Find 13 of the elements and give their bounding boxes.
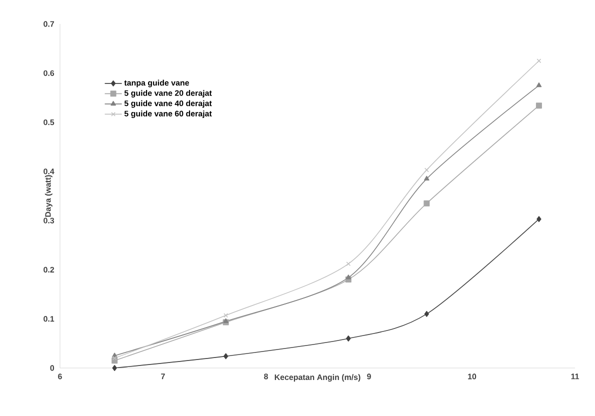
- point: [223, 353, 228, 360]
- point: [424, 200, 430, 206]
- point: [536, 82, 542, 88]
- point: [424, 310, 430, 317]
- point: [424, 168, 429, 172]
- point: [224, 313, 228, 318]
- point: [536, 102, 542, 109]
- point: [536, 216, 542, 222]
- point: [346, 336, 351, 342]
- point: [424, 176, 430, 180]
- point: [112, 365, 117, 371]
- point: [346, 262, 351, 266]
- point: [346, 274, 352, 280]
